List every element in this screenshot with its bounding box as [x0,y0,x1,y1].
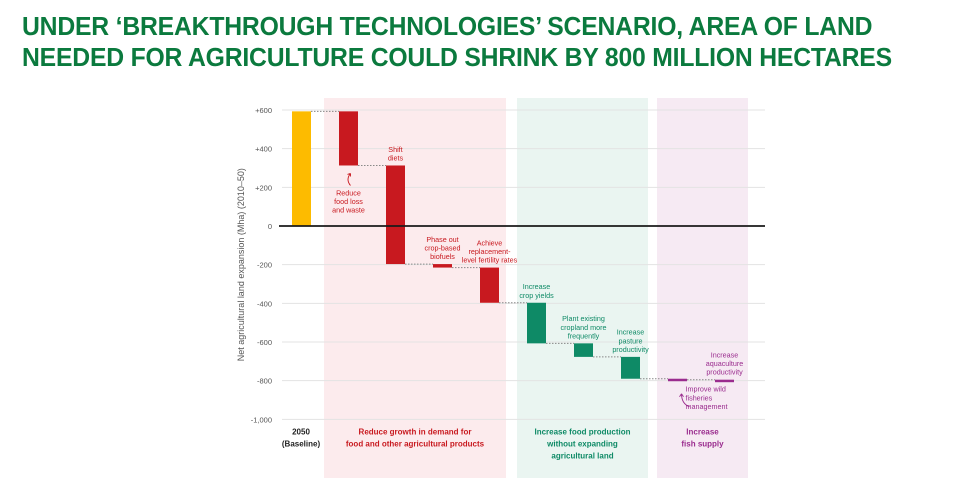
y-tick-label: -1,000 [251,415,272,424]
y-tick-label: +200 [255,183,272,192]
group-label-demand: Reduce growth in demand for [359,427,472,436]
baseline-label: (Baseline) [282,439,321,448]
step-label: and waste [332,206,365,215]
group-label-production: agricultural land [551,451,613,460]
step-label: productivity [706,368,743,377]
step-label: biofuels [430,252,455,261]
bar-production-step [527,302,546,344]
step-label: level fertility rates [462,256,518,265]
y-tick-label: 0 [268,222,272,231]
bar-production-step [621,356,640,379]
step-label: food loss [334,197,363,206]
step-label: Increase [523,282,551,291]
group-label-fish: Increase [686,427,719,436]
bar-production-step [574,343,593,357]
step-label: Increase [617,328,645,337]
bar-demand-step [339,111,358,166]
step-label: Plant existing [562,314,605,323]
step-label: frequently [568,331,600,340]
bar-fish-step [715,379,734,383]
step-label: productivity [612,345,649,354]
group-band-production [517,98,648,478]
title-line-2: NEEDED FOR AGRICULTURE COULD SHRINK BY 8… [22,44,892,72]
bar-baseline [292,111,311,226]
bar-demand-step [386,165,405,265]
title-line-1: UNDER ‘BREAKTHROUGH TECHNOLOGIES’ SCENAR… [22,13,873,41]
step-label: aquaculture [706,359,744,368]
group-label-demand: food and other agricultural products [346,439,485,448]
bar-fish-step [668,378,687,382]
y-tick-label: -400 [257,299,272,308]
step-label: Reduce [336,188,361,197]
step-label: replacement- [469,247,512,256]
y-tick-label: -200 [257,261,272,270]
group-band-fish [657,98,748,478]
group-label-production: Increase food production [534,427,630,436]
step-label: fisheries [686,393,713,402]
step-label: crop-based [425,243,461,252]
baseline-label: 2050 [292,427,310,436]
step-label: Increase [711,351,739,360]
group-label-fish: fish supply [681,439,724,448]
y-tick-label: -600 [257,338,272,347]
step-label: Phase out [426,235,458,244]
step-label: diets [388,153,404,162]
step-label: cropland more [561,323,607,332]
y-tick-label: +400 [255,145,272,154]
step-label: crop yields [519,291,554,300]
step-label: Achieve [477,238,503,247]
callout-arrow-icon [347,173,351,186]
y-tick-label: -800 [257,377,272,386]
group-label-production: without expanding [546,439,618,448]
y-tick-label: +600 [255,106,272,115]
y-axis-label: Net agricultural land expansion (Mha) (2… [236,168,246,361]
bar-demand-step [480,267,499,303]
step-label: pasture [619,336,643,345]
callout-arrow-icon [679,393,690,408]
bar-demand-step [433,264,452,268]
step-label: management [686,402,728,411]
step-label: Shift [388,145,402,154]
page-title: UNDER ‘BREAKTHROUGH TECHNOLOGIES’ SCENAR… [22,12,934,74]
step-label: Improve wild [686,385,726,394]
